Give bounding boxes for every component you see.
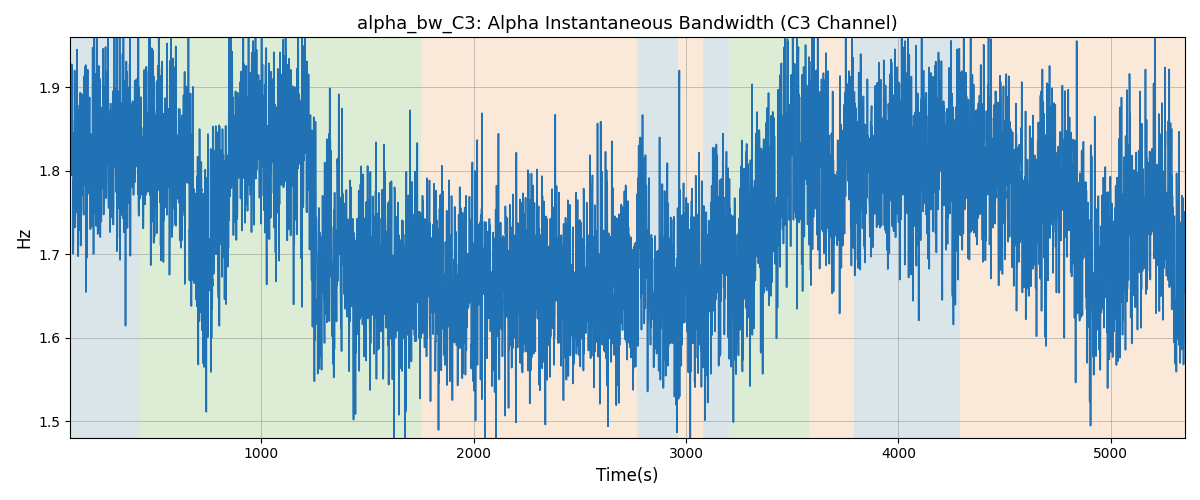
- Bar: [960, 38, 1186, 438]
- Bar: [421, 38, 637, 438]
- X-axis label: Time(s): Time(s): [596, 467, 659, 485]
- Bar: [678, 38, 703, 438]
- Bar: [728, 38, 809, 438]
- Bar: [140, 38, 421, 438]
- Bar: [809, 38, 854, 438]
- Bar: [71, 38, 140, 438]
- Bar: [637, 38, 678, 438]
- Y-axis label: Hz: Hz: [14, 227, 32, 248]
- Bar: [703, 38, 728, 438]
- Bar: [854, 38, 960, 438]
- Title: alpha_bw_C3: Alpha Instantaneous Bandwidth (C3 Channel): alpha_bw_C3: Alpha Instantaneous Bandwid…: [358, 15, 898, 34]
